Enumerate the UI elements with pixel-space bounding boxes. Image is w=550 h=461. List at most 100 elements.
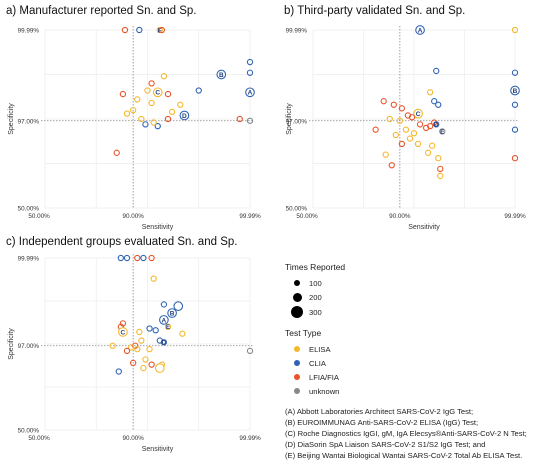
legend-type-label: CLIA [309,358,326,368]
x-tick-label: 50.00% [296,213,318,220]
point-label: D [434,122,439,129]
scatter-plot-c: 50.00% 97.00% 99.99% 50.00% 90.00% 99.99% Sens… [8,254,261,453]
data-point [129,106,137,114]
data-point [511,26,519,34]
panel-b-title: b) Third-party validated Sn. and Sp. [284,5,466,17]
legend-notes: (A) Abbott Laboratories Architect SARS-C… [285,406,547,461]
data-point [511,69,519,76]
data-point [398,105,406,112]
data-point [121,26,129,34]
data-point [406,135,414,142]
data-point [154,122,161,130]
data-point [195,87,202,94]
x-tick-label: 99.99% [239,435,261,442]
data-point [154,363,165,373]
note-d: (D) DiaSorin SpA Liaison SARS-CoV-2 S1/S… [285,440,486,449]
y-tick-label: 97.00% [18,343,40,350]
data-point [435,155,442,162]
legend-size-label: 300 [309,307,322,317]
data-point [142,356,149,363]
scatter-plot-b: 50.00% 97.00% 99.99% 50.00% 90.00% 99.99% Sens… [286,25,526,231]
legend-size-row: 100 [285,276,547,290]
data-point [511,126,519,133]
data-point [113,149,120,156]
data-point [146,325,153,332]
data-point [148,361,155,368]
legend-size-row: 200 [285,290,547,304]
data-point [380,98,387,105]
data-point [435,101,442,108]
legend-type-label: unknown [309,386,340,396]
data-point [129,359,137,367]
legend-type-row: ELISA [285,342,547,356]
data-point [148,99,155,107]
legend-size-label: 100 [309,278,322,288]
legend-type-row: LFIA/FIA [285,370,547,384]
data-point [433,121,440,128]
data-point [372,126,379,133]
data-point [134,96,141,103]
x-tick-label: 90.00% [122,213,144,220]
x-axis-label: Sensitivity [142,224,174,231]
data-point [140,364,147,372]
data-point [150,275,157,282]
data-point [402,126,410,133]
x-tick-label: 90.00% [389,213,411,220]
data-point [123,110,131,117]
data-point [177,101,184,108]
point-label: E [440,129,445,136]
data-point [388,162,395,169]
data-point [437,172,444,180]
data-point [127,344,135,351]
data-point [246,117,254,124]
data-point [148,80,155,87]
point-label: A [162,317,167,324]
data-point [136,328,143,336]
note-e: (E) Beijing Wantai Biological Wantai SAR… [285,451,523,460]
point-label: E [166,324,171,331]
panel-a-title: a) Manufacturer reported Sn. and Sp. [6,5,197,17]
point-label: C [121,329,126,336]
clia-dot [294,360,300,366]
data-point [390,101,397,108]
data-point [115,368,122,375]
data-point [179,330,186,337]
legend-type-row: CLIA [285,356,547,370]
point-label: B [170,310,175,317]
data-point [138,337,145,344]
x-axis-label: Sensitivity [142,446,174,453]
legend-type-title: Test Type [285,328,322,338]
data-point [510,85,520,96]
lfia-dot [294,374,300,380]
data-point [164,323,172,330]
data-point [382,151,389,158]
y-tick-label: 50.00% [18,428,40,435]
data-point [398,140,406,148]
y-tick-label: 99.99% [18,28,40,35]
y-axis-label: Specificity [286,103,293,135]
x-axis-label: Sensitivity [408,224,440,231]
data-point [159,315,169,325]
data-point [146,346,153,353]
y-tick-label: 97.00% [18,118,40,125]
data-point [136,26,143,34]
legend-type-label: LFIA/FIA [309,372,339,382]
data-point [431,98,438,105]
size-dot-small [294,280,300,286]
point-label: A [418,27,423,34]
y-tick-label: 97.00% [286,118,308,125]
point-label: C [155,90,160,97]
x-tick-label: 99.99% [504,213,526,220]
data-point [422,124,430,132]
data-point [142,121,149,128]
data-point [415,25,425,35]
data-point [416,121,424,128]
y-tick-label: 50.00% [18,206,40,213]
note-b: (B) EUROIMMUNAG Anti-SARS-CoV-2 ELISA (I… [285,418,479,427]
point-label: E [158,27,163,34]
data-point [138,115,145,123]
data-point [414,140,422,148]
elisa-dot [294,346,300,352]
legend-type-label: ELISA [309,344,331,354]
data-point [410,130,418,137]
